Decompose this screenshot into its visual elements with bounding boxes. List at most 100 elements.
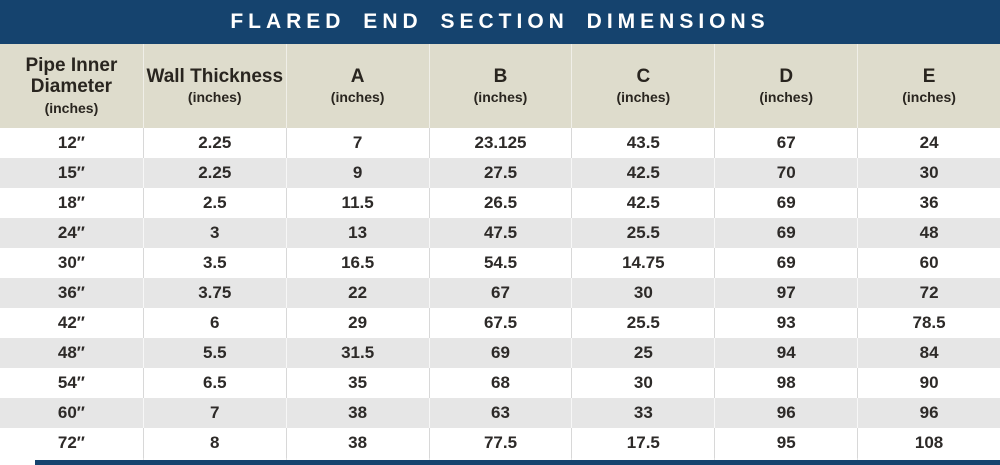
header-unit-label: (inches) xyxy=(473,89,528,106)
table-row: 42″ 6 29 67.5 25.5 93 78.5 xyxy=(0,308,1000,338)
table-cell: 6.5 xyxy=(142,368,286,398)
header-label: A xyxy=(350,65,365,87)
table-row: 54″ 6.5 35 68 30 98 90 xyxy=(0,368,1000,398)
table-cell: 36″ xyxy=(57,283,85,302)
table-cell: 108 xyxy=(857,428,1000,458)
table-cell: 13 xyxy=(285,218,429,248)
table-row: 30″ 3.5 16.5 54.5 14.75 69 60 xyxy=(0,248,1000,278)
table-cell: 90 xyxy=(857,368,1000,398)
header-label: Wall Thickness xyxy=(146,65,284,87)
table-cell: 12″ xyxy=(57,133,85,152)
page-title: FLARED END SECTION DIMENSIONS xyxy=(230,10,770,33)
table-cell: 72 xyxy=(857,278,1000,308)
table-cell: 47.5 xyxy=(428,218,572,248)
header-cell-b: B (inches) xyxy=(428,44,572,128)
table-cell: 72″ xyxy=(57,433,85,452)
table-cell: 68 xyxy=(428,368,572,398)
table-cell: 42″ xyxy=(57,313,85,332)
header-cell-e: E (inches) xyxy=(857,44,1000,128)
table-cell: 96 xyxy=(857,398,1000,428)
header-label: D xyxy=(779,65,794,87)
table-cell: 23.125 xyxy=(428,128,572,158)
header-unit-label: (inches) xyxy=(330,89,385,106)
table-cell: 29 xyxy=(285,308,429,338)
table-cell: 77.5 xyxy=(428,428,572,458)
table-cell: 16.5 xyxy=(285,248,429,278)
table-row: 48″ 5.5 31.5 69 25 94 84 xyxy=(0,338,1000,368)
table-cell: 30 xyxy=(571,368,714,398)
table-row: 15″ 2.25 9 27.5 42.5 70 30 xyxy=(0,158,1000,188)
header-cell-pipe-inner-diameter: Pipe Inner Diameter (inches) xyxy=(0,44,143,128)
bottom-accent-bar xyxy=(35,460,1000,465)
table-cell: 38 xyxy=(285,428,429,458)
table-cell: 67.5 xyxy=(428,308,572,338)
table-cell: 69 xyxy=(714,218,857,248)
table-cell: 25 xyxy=(571,338,714,368)
table-cell: 2.25 xyxy=(142,158,286,188)
table-cell: 3.75 xyxy=(142,278,286,308)
table-cell: 42.5 xyxy=(571,188,714,218)
table-cell: 11.5 xyxy=(285,188,429,218)
table-cell: 24 xyxy=(857,128,1000,158)
header-label: E xyxy=(922,65,936,87)
table-cell: 60″ xyxy=(57,403,85,422)
table-row: 18″ 2.5 11.5 26.5 42.5 69 36 xyxy=(0,188,1000,218)
header-label: Pipe Inner Diameter xyxy=(25,55,118,97)
header-cell-wall-thickness: Wall Thickness (inches) xyxy=(142,44,286,128)
table-cell: 42.5 xyxy=(571,158,714,188)
table-cell: 2.5 xyxy=(142,188,286,218)
table-cell: 26.5 xyxy=(428,188,572,218)
table-cell: 54.5 xyxy=(428,248,572,278)
table-row: 36″ 3.75 22 67 30 97 72 xyxy=(0,278,1000,308)
table-cell: 95 xyxy=(714,428,857,458)
table-cell: 94 xyxy=(714,338,857,368)
table-cell: 22 xyxy=(285,278,429,308)
header-cell-c: C (inches) xyxy=(571,44,714,128)
table-cell: 63 xyxy=(428,398,572,428)
table-cell: 67 xyxy=(428,278,572,308)
table-cell: 33 xyxy=(571,398,714,428)
table-cell: 35 xyxy=(285,368,429,398)
table-cell: 84 xyxy=(857,338,1000,368)
table-cell: 3 xyxy=(142,218,286,248)
table-cell: 25.5 xyxy=(571,308,714,338)
header-cell-d: D (inches) xyxy=(714,44,857,128)
table-cell: 69 xyxy=(714,188,857,218)
table-row: 12″ 2.25 7 23.125 43.5 67 24 xyxy=(0,128,1000,158)
table-cell: 36 xyxy=(857,188,1000,218)
table-cell: 98 xyxy=(714,368,857,398)
table-cell: 96 xyxy=(714,398,857,428)
table-cell: 70 xyxy=(714,158,857,188)
header-unit-label: (inches) xyxy=(759,89,814,106)
table-cell: 7 xyxy=(142,398,286,428)
table-row: 72″ 8 38 77.5 17.5 95 108 xyxy=(0,428,1000,458)
table-cell: 97 xyxy=(714,278,857,308)
table-cell: 93 xyxy=(714,308,857,338)
table-cell: 17.5 xyxy=(571,428,714,458)
table-cell: 27.5 xyxy=(428,158,572,188)
table-cell: 54″ xyxy=(57,373,85,392)
table-cell: 69 xyxy=(714,248,857,278)
table-cell: 8 xyxy=(142,428,286,458)
table-body: 12″ 2.25 7 23.125 43.5 67 24 15″ 2.25 9 27.5 42.5 70… xyxy=(0,128,1000,458)
table-cell: 78.5 xyxy=(857,308,1000,338)
table-cell: 67 xyxy=(714,128,857,158)
header-unit-label: (inches) xyxy=(616,89,671,106)
table-cell: 48 xyxy=(857,218,1000,248)
table-cell: 43.5 xyxy=(571,128,714,158)
table-cell: 60 xyxy=(857,248,1000,278)
table-cell: 38 xyxy=(285,398,429,428)
table-cell: 31.5 xyxy=(285,338,429,368)
title-banner: FLARED END SECTION DIMENSIONS xyxy=(0,0,1000,44)
table-row: 60″ 7 38 63 33 96 96 xyxy=(0,398,1000,428)
table-cell: 30″ xyxy=(57,253,85,272)
table-cell: 6 xyxy=(142,308,286,338)
header-unit-label: (inches) xyxy=(187,89,242,106)
table-cell: 18″ xyxy=(57,193,85,212)
table-cell: 3.5 xyxy=(142,248,286,278)
header-label: B xyxy=(493,65,508,87)
table-cell: 25.5 xyxy=(571,218,714,248)
table-cell: 14.75 xyxy=(571,248,714,278)
table-cell: 30 xyxy=(571,278,714,308)
